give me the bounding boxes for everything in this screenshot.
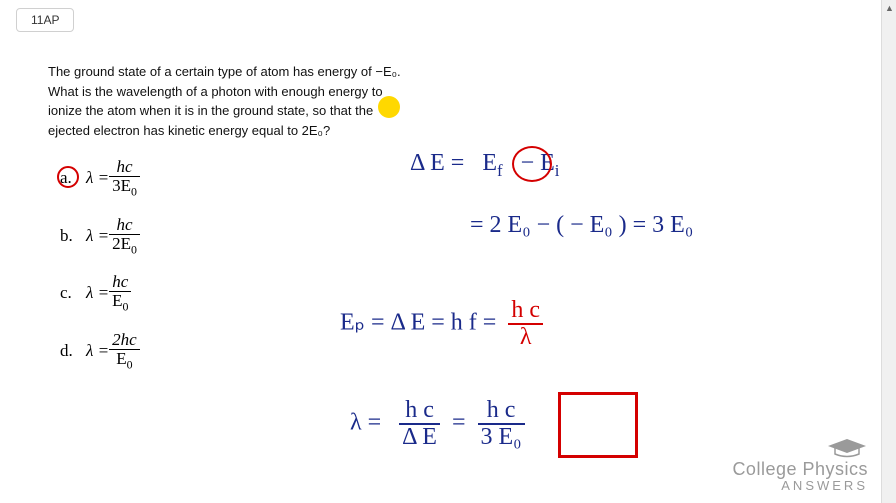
choice-fraction: hc 2E0 <box>109 216 140 256</box>
logo-line-1: College Physics <box>732 461 868 478</box>
question-text: The ground state of a certain type of at… <box>48 62 408 140</box>
ef-circle <box>512 146 552 182</box>
choice-letter: d. <box>60 341 86 361</box>
choice-formula: λ = <box>86 341 109 361</box>
choice-formula: λ = <box>86 283 109 303</box>
answer-box <box>558 392 638 458</box>
choice-fraction: 2hc E0 <box>109 331 140 371</box>
scrollbar[interactable]: ▲ <box>881 0 896 503</box>
graduation-cap-icon <box>826 437 868 459</box>
choice-a[interactable]: a. λ = hc 3E0 <box>60 158 140 198</box>
work-line-2: = 2 E₀ − ( − E₀ ) = 3 E₀ <box>470 212 693 239</box>
answer-choices: a. λ = hc 3E0 b. λ = hc 2E0 c. λ = hc E0… <box>60 158 140 389</box>
choice-d[interactable]: d. λ = 2hc E0 <box>60 331 140 371</box>
correct-circle <box>57 166 79 188</box>
choice-fraction: hc E0 <box>109 273 131 313</box>
choice-b[interactable]: b. λ = hc 2E0 <box>60 216 140 256</box>
choice-formula: λ = <box>86 226 109 246</box>
tab-label: 11AP <box>31 13 59 27</box>
choice-formula: λ = <box>86 168 109 188</box>
choice-letter: a. <box>60 168 86 188</box>
choice-letter: c. <box>60 283 86 303</box>
lambda-frac-1: h c Δ E <box>399 398 440 450</box>
brand-logo: College Physics ANSWERS <box>732 437 868 493</box>
scroll-up-icon[interactable]: ▲ <box>882 0 896 15</box>
choice-fraction: hc 3E0 <box>109 158 140 198</box>
cursor-highlight <box>378 96 400 118</box>
lambda-frac-2: h c 3 E₀ <box>478 398 525 450</box>
work-line-4: λ = h c Δ E = h c 3 E₀ <box>350 398 525 450</box>
choice-c[interactable]: c. λ = hc E0 <box>60 273 140 313</box>
logo-line-2: ANSWERS <box>732 478 868 493</box>
work-line-3: Eₚ = Δ E = h f = h c λ <box>340 298 543 350</box>
choice-letter: b. <box>60 226 86 246</box>
problem-tab[interactable]: 11AP <box>16 8 74 32</box>
hf-fraction: h c λ <box>508 298 543 350</box>
